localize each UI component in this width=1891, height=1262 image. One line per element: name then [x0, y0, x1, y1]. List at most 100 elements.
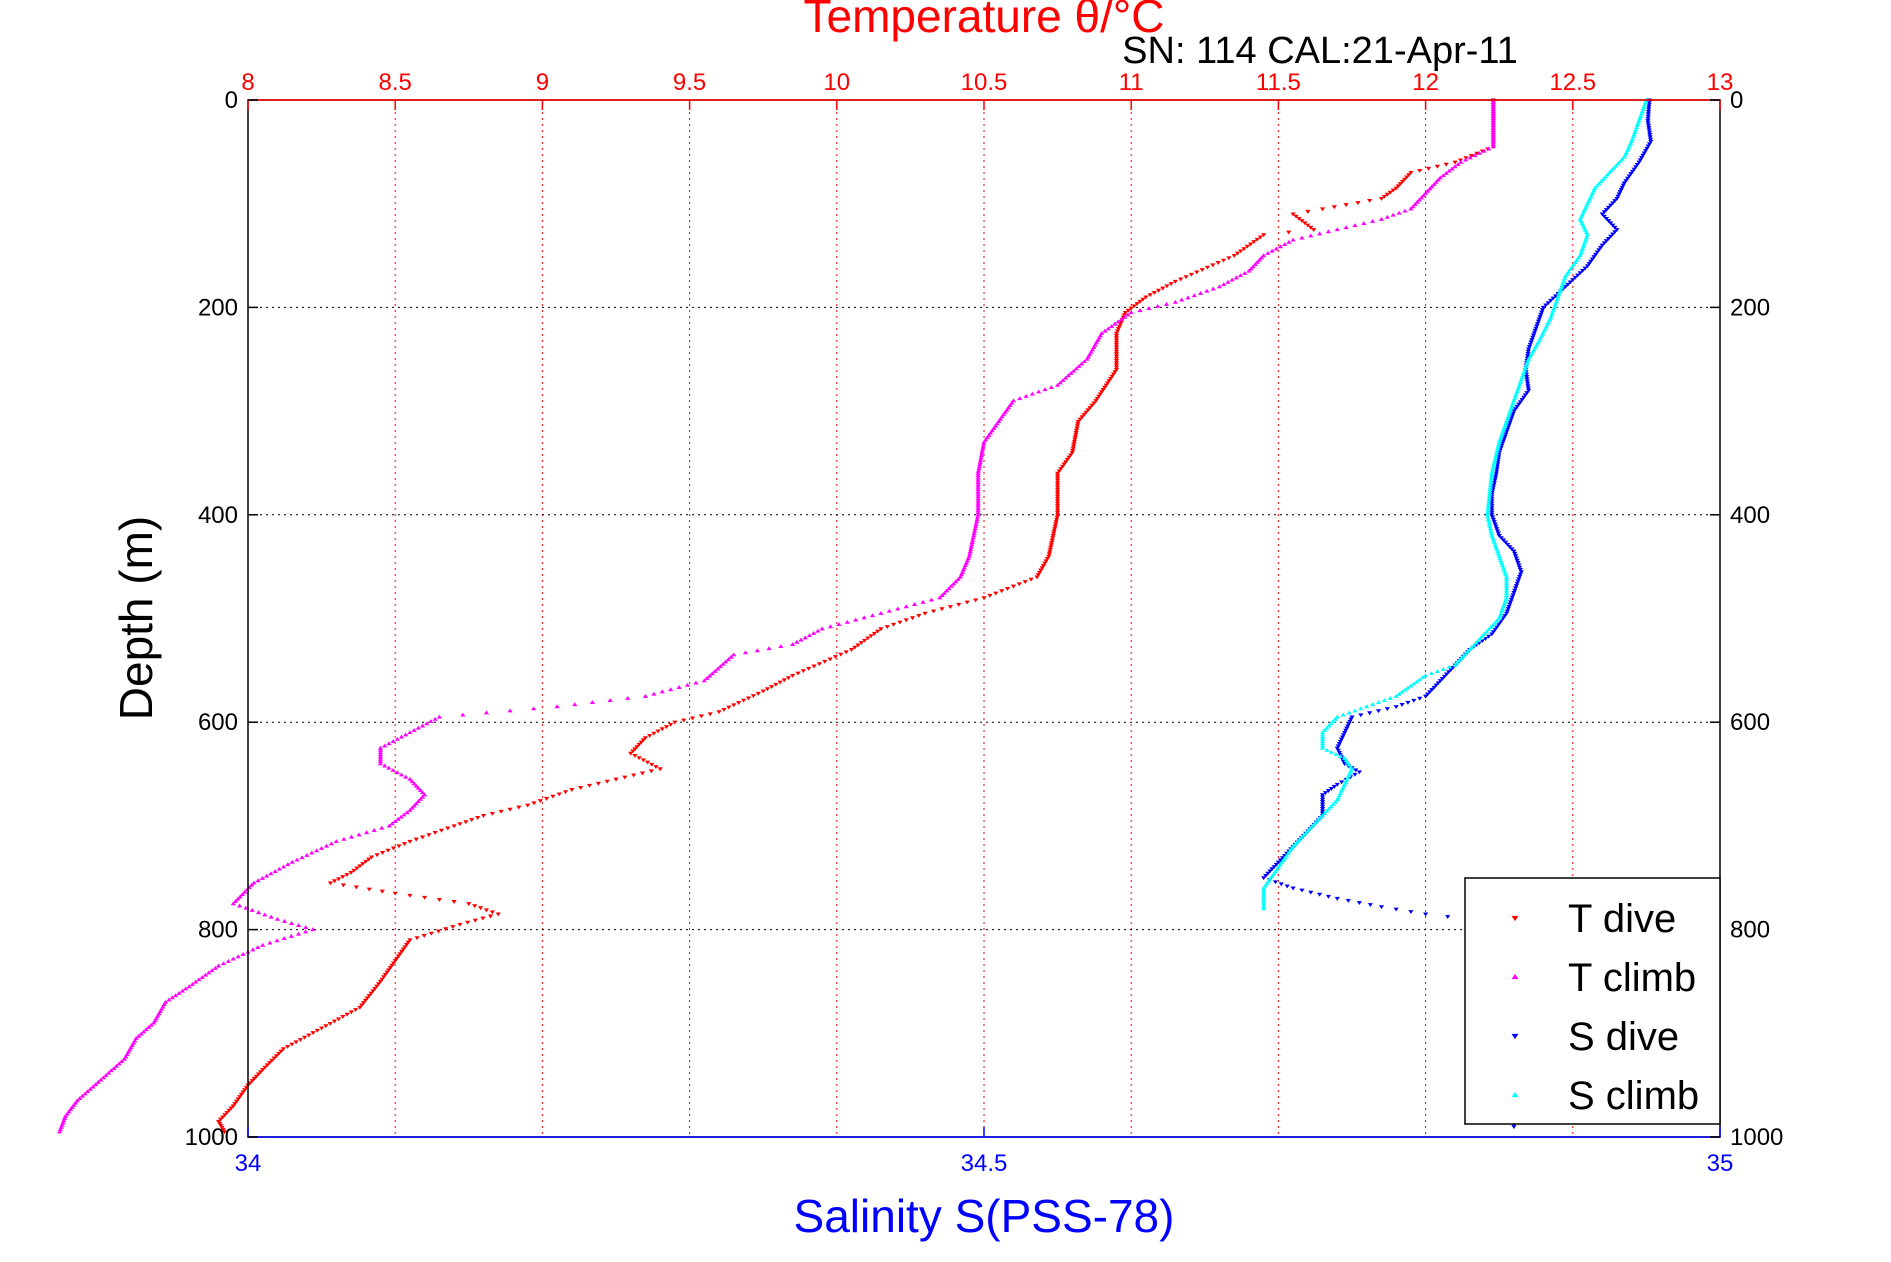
data-point	[1036, 389, 1042, 394]
data-point	[1048, 545, 1054, 550]
data-point	[284, 1044, 291, 1049]
data-point	[1489, 501, 1495, 506]
data-point	[1194, 270, 1200, 275]
data-point	[822, 659, 828, 664]
data-point	[359, 1003, 365, 1008]
data-point	[220, 961, 227, 966]
data-point	[976, 466, 982, 471]
data-point	[225, 958, 231, 963]
data-point	[975, 500, 981, 505]
data-point	[1465, 649, 1471, 654]
data-point	[116, 1061, 122, 1066]
data-point	[394, 770, 400, 775]
data-point	[1589, 257, 1596, 262]
data-point	[1425, 166, 1432, 171]
data-point	[1305, 223, 1311, 228]
data-point	[1164, 284, 1170, 289]
data-point	[419, 723, 426, 728]
data-point	[266, 1061, 273, 1066]
data-point	[1370, 218, 1376, 223]
data-point	[1584, 264, 1591, 269]
data-point	[419, 790, 426, 795]
data-point	[836, 622, 842, 626]
data-point	[1629, 136, 1636, 141]
data-point	[108, 1068, 114, 1073]
data-point	[975, 503, 981, 508]
data-point	[1490, 537, 1497, 542]
data-point	[1390, 212, 1396, 217]
data-point	[1319, 730, 1326, 735]
data-point	[1055, 499, 1061, 504]
data-point	[806, 633, 813, 638]
data-point	[1467, 155, 1473, 160]
data-point	[1609, 168, 1615, 172]
data-point	[811, 664, 817, 669]
data-point	[1429, 184, 1435, 189]
data-point	[1319, 804, 1326, 809]
data-point	[1488, 477, 1494, 482]
data-point	[1070, 444, 1077, 449]
data-point	[413, 801, 419, 806]
data-point	[1079, 361, 1085, 366]
data-point	[1519, 375, 1525, 380]
data-point	[407, 730, 413, 735]
data-point	[1614, 228, 1620, 232]
data-point	[472, 918, 478, 923]
data-point	[1486, 496, 1492, 501]
data-point	[113, 1063, 120, 1068]
data-point	[1151, 291, 1157, 295]
data-point	[331, 1019, 337, 1024]
data-point	[589, 700, 596, 705]
depth-tick-label-left: 1000	[185, 1124, 238, 1151]
data-point	[273, 1054, 280, 1059]
data-point	[878, 627, 884, 632]
data-point	[1612, 199, 1618, 204]
data-point	[1328, 749, 1334, 754]
data-point	[1562, 285, 1569, 289]
data-point	[1197, 290, 1204, 295]
data-point	[379, 889, 385, 894]
data-point	[179, 988, 185, 993]
data-point	[1292, 842, 1298, 846]
data-point	[1565, 282, 1571, 287]
data-point	[957, 574, 964, 579]
data-point	[1487, 487, 1493, 492]
temperature-tick-label: 13	[1707, 69, 1734, 96]
data-point	[299, 855, 305, 860]
data-point	[1499, 432, 1505, 437]
data-point	[1599, 243, 1605, 248]
data-point	[1494, 625, 1500, 630]
data-point	[333, 839, 339, 844]
data-point	[725, 657, 732, 662]
data-point	[269, 1058, 275, 1063]
data-point	[975, 512, 981, 517]
data-point	[151, 1020, 157, 1025]
data-point	[1356, 901, 1362, 905]
temperature-tick-label: 10	[823, 69, 850, 96]
data-point	[1535, 319, 1542, 324]
data-point	[1530, 335, 1536, 340]
data-point	[1488, 480, 1494, 485]
data-point	[1515, 561, 1521, 565]
data-point	[1433, 179, 1439, 184]
data-point	[1476, 150, 1483, 155]
data-point	[303, 925, 309, 930]
data-point	[999, 589, 1005, 594]
data-point	[281, 864, 287, 869]
data-point	[1114, 329, 1121, 334]
data-point	[1233, 275, 1239, 280]
data-point	[1272, 880, 1279, 885]
data-point	[272, 869, 278, 873]
data-point	[1490, 125, 1496, 130]
data-point	[336, 877, 342, 882]
data-point	[1634, 123, 1641, 127]
data-point	[1489, 497, 1495, 502]
data-point	[1624, 176, 1631, 181]
data-point	[1488, 475, 1494, 480]
data-point	[630, 749, 636, 754]
data-point	[981, 596, 987, 601]
data-point	[1277, 244, 1284, 249]
data-point	[382, 743, 388, 748]
data-point	[1618, 188, 1624, 192]
data-point	[1508, 600, 1514, 605]
